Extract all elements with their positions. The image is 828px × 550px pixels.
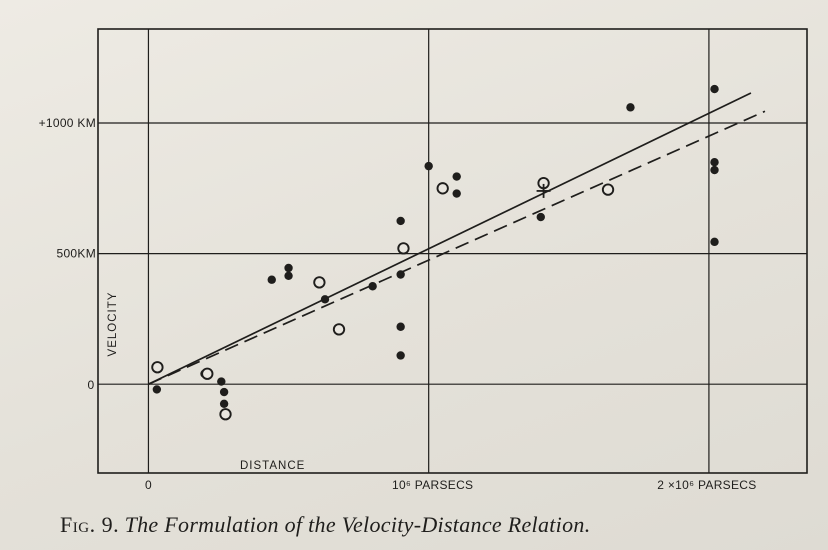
- filled-point: [217, 377, 226, 386]
- filled-point: [396, 270, 405, 279]
- filled-point: [284, 263, 293, 273]
- filled-point: [284, 271, 293, 281]
- filled-point: [267, 275, 276, 284]
- filled-point: [424, 161, 433, 171]
- open-point: [219, 408, 232, 421]
- filled-point: [396, 351, 405, 360]
- open-point: [332, 323, 346, 336]
- open-point: [436, 182, 449, 195]
- filled-point: [710, 165, 719, 175]
- filled-point: [536, 212, 545, 222]
- open-point: [313, 276, 326, 289]
- filled-point: [152, 385, 162, 394]
- dashed-fit-line: [148, 110, 766, 385]
- filled-point: [219, 387, 229, 397]
- filled-point: [626, 103, 635, 112]
- filled-point: [219, 399, 229, 408]
- y-tick-label: 500KM: [56, 247, 96, 261]
- x-axis-label: DISTANCE: [240, 460, 305, 472]
- caption-prefix: Fig. 9.: [60, 512, 120, 537]
- filled-point: [710, 237, 719, 247]
- filled-point: [452, 172, 461, 181]
- filled-point: [710, 158, 719, 167]
- velocity-distance-chart: 0 10⁶ PARSECS 2 ×10⁶ PARSECS 0 500KM +1000 KM…: [39, 28, 808, 492]
- filled-point: [320, 295, 330, 304]
- open-point: [201, 367, 214, 380]
- fit-lines: [148, 92, 766, 385]
- x-tick-label: 0: [145, 478, 152, 492]
- open-point: [397, 242, 410, 255]
- filled-point: [368, 282, 377, 291]
- filled-point: [710, 84, 719, 94]
- solid-fit-line: [148, 92, 752, 385]
- y-tick-label: 0: [88, 378, 95, 392]
- caption-title: The Formulation of the Velocity-Distance…: [124, 512, 591, 537]
- figure-caption: Fig. 9. The Formulation of the Velocity-…: [60, 512, 800, 538]
- x-tick-label: 2 ×10⁶ PARSECS: [657, 478, 756, 492]
- y-tick-label: +1000 KM: [39, 116, 96, 130]
- grid-lines: [98, 29, 807, 473]
- plot-frame: [97, 28, 808, 474]
- filled-point: [452, 189, 461, 198]
- open-point: [151, 361, 164, 374]
- x-tick-label: 10⁶ PARSECS: [392, 478, 473, 492]
- open-point: [601, 183, 615, 196]
- tick-labels: 0 10⁶ PARSECS 2 ×10⁶ PARSECS 0 500KM +1000 KM: [39, 116, 757, 492]
- data-points: [151, 84, 719, 421]
- filled-point: [396, 216, 405, 226]
- cross-point: [536, 183, 551, 198]
- filled-point: [396, 322, 405, 331]
- y-axis-label: VELOCITY: [107, 292, 119, 357]
